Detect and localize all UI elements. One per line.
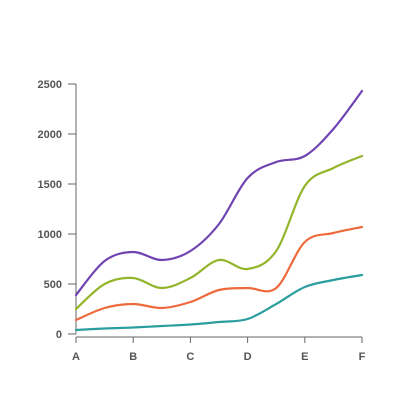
x-tick-label: C xyxy=(186,351,194,363)
y-tick-label: 2000 xyxy=(38,129,62,141)
x-tick-label: B xyxy=(129,351,137,363)
y-axis: 0 500 1000 1500 2000 2500 xyxy=(38,79,77,341)
x-tick-label: E xyxy=(301,351,308,363)
y-tick-label: 0 xyxy=(56,329,62,341)
y-tick-label: 1000 xyxy=(38,229,62,241)
x-axis: A B C D E F xyxy=(72,336,366,363)
x-tick-label: A xyxy=(72,351,80,363)
series-line-1 xyxy=(74,273,364,332)
series-layer xyxy=(74,89,364,332)
y-tick-label: 1500 xyxy=(38,179,62,191)
series-line-4 xyxy=(74,89,364,297)
x-tick-label: D xyxy=(244,351,252,363)
series-line-3 xyxy=(74,154,364,311)
y-tick-label: 500 xyxy=(44,279,62,291)
x-tick-label: F xyxy=(359,351,366,363)
series-line-2 xyxy=(74,225,364,322)
y-tick-label: 2500 xyxy=(38,79,62,91)
